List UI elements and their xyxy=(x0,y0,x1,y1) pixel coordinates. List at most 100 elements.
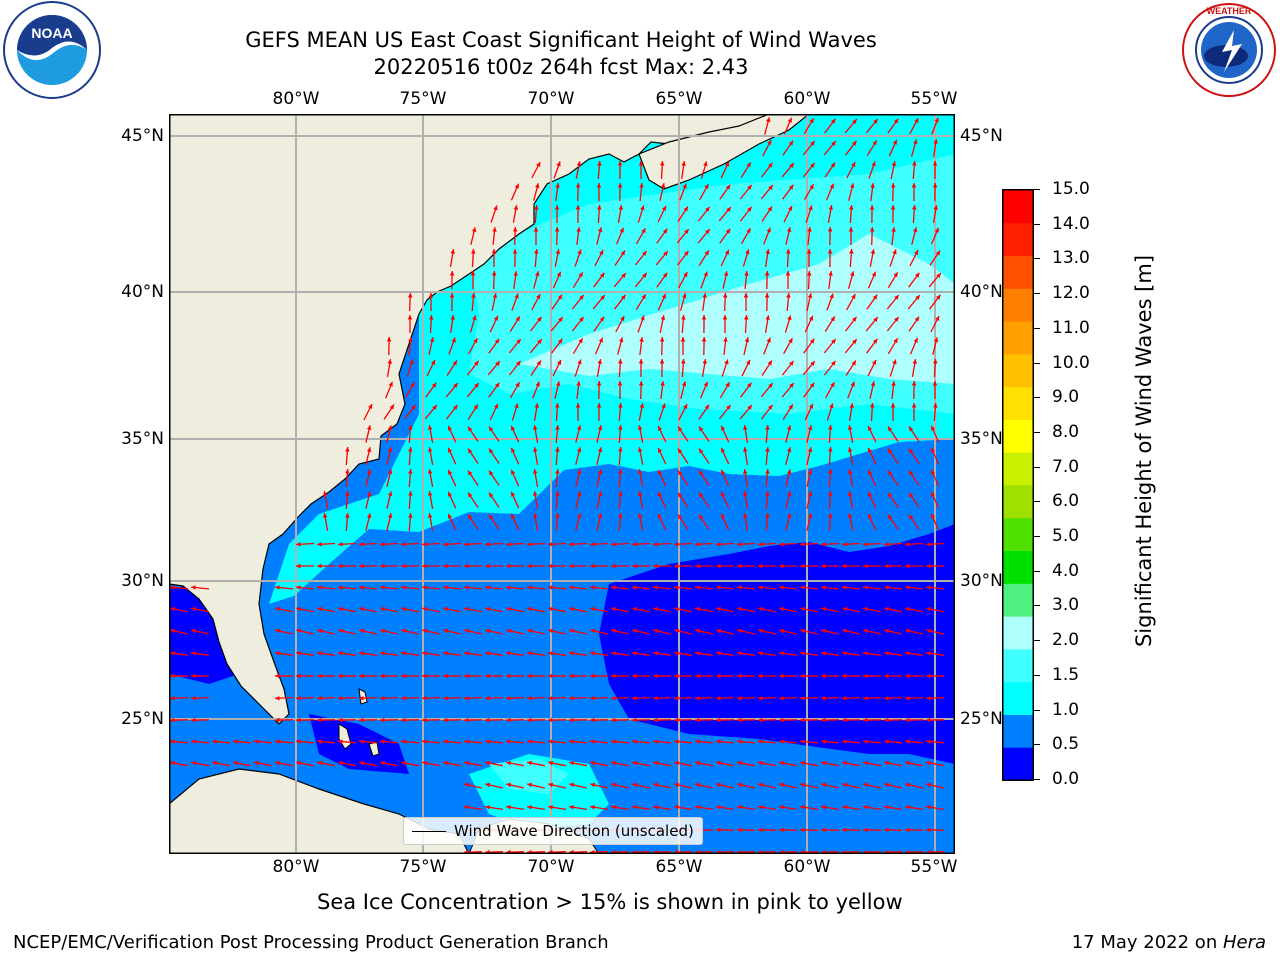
wave-direction-arrowhead xyxy=(317,673,322,679)
wave-direction-arrowhead xyxy=(506,585,511,590)
wave-direction-arrowhead xyxy=(914,316,920,322)
wave-direction-arrowhead xyxy=(618,205,623,210)
wave-direction-arrowhead xyxy=(681,359,686,364)
wave-direction-arrowhead xyxy=(905,606,910,612)
wave-direction-arrowhead xyxy=(870,183,875,188)
wave-direction-arrowhead xyxy=(695,542,700,547)
wave-direction-arrowhead xyxy=(701,315,707,320)
wave-direction-arrowhead xyxy=(873,119,878,124)
wave-direction-arrowhead xyxy=(905,805,910,810)
wave-direction-arrowhead xyxy=(611,805,616,810)
wave-direction-arrowhead xyxy=(722,315,728,320)
wave-direction-arrowhead xyxy=(737,717,742,723)
wave-direction-arrowhead xyxy=(533,491,538,496)
wave-direction-arrowhead xyxy=(275,628,281,634)
wave-direction-arrowhead xyxy=(345,447,350,452)
wave-direction-arrowhead xyxy=(576,425,582,431)
wave-direction-arrowhead xyxy=(632,585,637,590)
colorbar-segment xyxy=(1003,288,1033,322)
colorbar-tick-mark xyxy=(1034,223,1040,225)
wave-direction-arrowhead xyxy=(600,295,605,300)
wave-direction-arrowhead xyxy=(847,469,853,474)
wave-direction-arrowhead xyxy=(674,651,679,656)
wave-direction-arrowhead xyxy=(590,651,595,656)
wave-direction-arrowhead xyxy=(674,585,679,590)
wave-direction-arrowhead xyxy=(611,673,616,679)
wave-direction-arrowhead xyxy=(779,760,784,766)
wave-direction-arrowhead xyxy=(275,673,280,679)
wave-direction-arrowhead xyxy=(401,760,406,766)
wave-direction-arrowhead xyxy=(737,739,742,744)
wave-direction-arrowhead xyxy=(787,117,792,123)
wave-direction-arrowhead xyxy=(296,563,301,569)
wave-direction-arrowhead xyxy=(401,696,406,701)
wave-direction-arrowhead xyxy=(695,805,700,810)
wave-direction-arrowhead xyxy=(809,184,814,190)
footer-left: NCEP/EMC/Verification Post Processing Pr… xyxy=(13,932,609,953)
wave-direction-arrowhead xyxy=(849,205,854,210)
wave-direction-arrowhead xyxy=(789,383,794,388)
colorbar-tick-mark xyxy=(1034,744,1040,746)
colorbar-segment xyxy=(1003,485,1033,519)
wave-direction-arrowhead xyxy=(191,628,197,634)
wave-direction-arrowhead xyxy=(641,294,646,300)
wave-direction-arrowhead xyxy=(548,782,554,788)
wave-direction-arrowhead xyxy=(527,782,533,788)
colorbar-segment xyxy=(1003,517,1033,552)
wave-direction-arrowhead xyxy=(489,426,494,432)
wave-direction-arrowhead xyxy=(473,404,478,410)
wave-direction-arrowhead xyxy=(527,651,532,656)
colorbar-segment xyxy=(1003,550,1033,584)
wave-direction-arrowhead xyxy=(512,227,518,232)
wave-direction-arrowhead xyxy=(555,183,560,188)
wave-direction-arrowhead xyxy=(779,606,784,612)
land-cuba xyxy=(169,768,470,854)
wave-direction-arrowhead xyxy=(464,542,469,547)
wave-direction-arrowhead xyxy=(842,760,847,766)
wave-direction-arrowhead xyxy=(464,651,469,656)
wave-direction-arrowhead xyxy=(338,542,343,547)
wave-direction-arrowhead xyxy=(868,469,873,475)
wave-direction-arrowhead xyxy=(534,249,539,254)
wave-direction-arrowhead xyxy=(873,317,878,322)
wave-direction-arrowhead xyxy=(702,293,707,298)
colorbar-tick-label: 7.0 xyxy=(1052,456,1080,477)
wave-direction-arrowhead xyxy=(527,696,532,701)
wave-direction-arrowhead xyxy=(296,542,301,547)
wave-direction-arrowhead xyxy=(737,606,742,612)
wave-direction-arrowhead xyxy=(170,628,176,634)
wave-direction-arrowhead xyxy=(617,161,623,166)
wave-direction-arrowhead xyxy=(703,381,708,387)
wave-direction-arrowhead xyxy=(893,118,899,124)
wave-direction-arrowhead xyxy=(569,782,575,788)
wave-direction-arrowhead xyxy=(464,696,469,701)
wave-direction-arrowhead xyxy=(579,317,584,322)
wave-direction-arrowhead xyxy=(744,271,749,276)
wave-direction-arrowhead xyxy=(893,272,898,278)
wave-direction-arrowhead xyxy=(926,563,931,569)
wave-direction-arrowhead xyxy=(632,739,637,744)
wave-direction-arrowhead xyxy=(746,382,752,388)
wave-direction-arrowhead xyxy=(639,183,644,188)
colorbar-segment xyxy=(1003,255,1033,289)
wave-direction-arrowhead xyxy=(788,140,794,146)
plot-title-line2: 20220516 t00z 264h fcst Max: 2.43 xyxy=(373,55,749,79)
wave-direction-arrowhead xyxy=(516,360,521,366)
footer-machine: Hera xyxy=(1222,932,1266,953)
wave-direction-arrowhead xyxy=(619,337,624,343)
wave-direction-arrowhead xyxy=(527,760,532,766)
wave-direction-arrowhead xyxy=(661,293,666,299)
wave-direction-arrowhead xyxy=(660,381,665,386)
wave-direction-arrowhead xyxy=(821,827,826,833)
wave-direction-arrowhead xyxy=(494,338,500,344)
lon-tick-top-60w: 60°W xyxy=(783,89,831,109)
wave-direction-arrowhead xyxy=(191,651,196,656)
wave-direction-arrowhead xyxy=(807,491,813,497)
wave-direction-arrowhead xyxy=(170,585,175,590)
wave-direction-arrowhead xyxy=(764,271,770,276)
wave-direction-arrowhead xyxy=(767,140,772,146)
wave-direction-arrowhead xyxy=(909,514,914,520)
lon-tick-top-75w: 75°W xyxy=(399,89,447,109)
wave-direction-arrowhead xyxy=(533,425,538,430)
wave-direction-arrowhead xyxy=(495,361,500,366)
